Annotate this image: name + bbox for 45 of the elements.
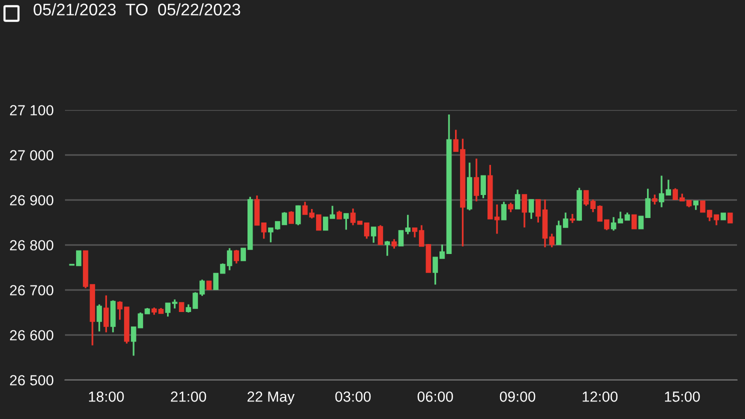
- candlestick: [528, 198, 534, 220]
- candlestick: [501, 200, 507, 221]
- y-tick-label: 26 600: [10, 330, 54, 340]
- candlestick: [288, 210, 294, 224]
- candlestick: [727, 212, 733, 224]
- x-tick-label: 12:00: [582, 391, 618, 402]
- x-tick-label: 03:00: [335, 391, 371, 402]
- candlestick: [652, 194, 658, 206]
- chart-title: 05/21/2023 TO 05/22/2023: [34, 3, 240, 16]
- candlestick: [103, 294, 109, 334]
- candlestick: [514, 188, 520, 210]
- candlestick: [658, 174, 664, 208]
- y-tick-label: 27 100: [10, 105, 54, 116]
- candlestick: [666, 178, 672, 196]
- candlestick: [322, 216, 328, 231]
- candlestick: [474, 158, 480, 202]
- candlestick: [295, 204, 301, 226]
- candlestick: [714, 214, 720, 226]
- candlestick: [522, 194, 528, 228]
- candlestick: [570, 213, 576, 224]
- x-tick-label: 15:00: [665, 391, 700, 402]
- candlestick: [282, 211, 288, 226]
- x-tick-label: 22 May: [248, 391, 295, 405]
- candlestick: [343, 212, 349, 231]
- candlestick: [391, 238, 397, 250]
- candlestick: [370, 226, 376, 244]
- y-tick-label: 26 800: [10, 240, 54, 250]
- y-tick-label: 26 500: [10, 375, 54, 386]
- candlestick: [384, 240, 390, 257]
- candlestick: [508, 202, 514, 213]
- y-tick-label: 26 700: [10, 285, 54, 296]
- x-tick-label: 21:00: [170, 391, 206, 402]
- candlestick: [234, 249, 240, 264]
- candlestick: [330, 205, 336, 220]
- x-tick-label: 09:00: [500, 391, 536, 402]
- candlestick: [480, 174, 486, 200]
- candlestick: [130, 326, 136, 357]
- candlestick: [96, 304, 102, 332]
- y-tick-label: 27 000: [10, 150, 54, 160]
- x-tick-label: 18:00: [89, 391, 124, 402]
- candlestick: [610, 216, 616, 232]
- y-tick-label: 26 900: [10, 195, 54, 206]
- candlestick: [378, 224, 384, 246]
- candlestick: [631, 214, 637, 230]
- x-tick-label: 06:00: [418, 391, 453, 402]
